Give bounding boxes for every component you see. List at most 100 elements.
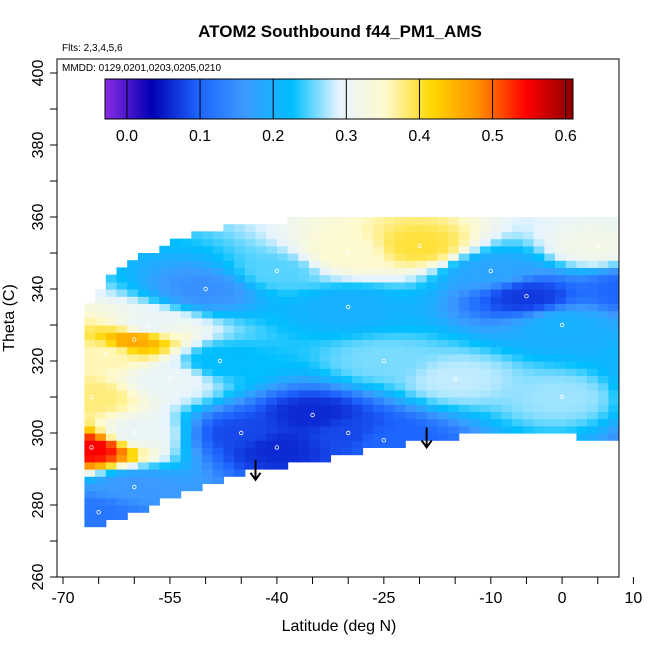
- heatmap-cell: [255, 310, 267, 319]
- heatmap-cell: [84, 346, 96, 355]
- heatmap-cell: [437, 325, 449, 333]
- heatmap-cell: [266, 440, 278, 448]
- heatmap-cell: [116, 281, 128, 290]
- heatmap-cell: [544, 389, 556, 398]
- heatmap-cell: [533, 368, 545, 376]
- heatmap-cell: [630, 383, 641, 391]
- heatmap-cell: [619, 231, 630, 239]
- heatmap-cell: [223, 289, 235, 297]
- heatmap-cell: [255, 433, 267, 441]
- heatmap-cell: [469, 310, 481, 319]
- heatmap-cell: [565, 325, 577, 333]
- heatmap-cell: [426, 310, 438, 319]
- heatmap-cell: [576, 389, 588, 398]
- heatmap-cell: [448, 325, 460, 333]
- heatmap-cell: [555, 332, 567, 340]
- heatmap-cell: [266, 281, 278, 290]
- heatmap-cell: [137, 267, 150, 276]
- heatmap-cell: [191, 454, 203, 463]
- heatmap-cell: [202, 454, 214, 463]
- heatmap-cell: [405, 267, 417, 276]
- heatmap-cell: [202, 397, 214, 405]
- heatmap-cell: [191, 397, 203, 405]
- heatmap-cell: [116, 274, 128, 283]
- heatmap-cell: [127, 267, 139, 276]
- heatmap-cell: [191, 281, 203, 290]
- heatmap-cell: [351, 332, 364, 340]
- heatmap-cell: [426, 231, 438, 240]
- heatmap-cell: [512, 418, 524, 427]
- heatmap-cell: [212, 353, 224, 362]
- heatmap-cell: [426, 425, 438, 434]
- heatmap-cell: [319, 411, 331, 420]
- heatmap-cell: [426, 296, 438, 304]
- heatmap-cell: [426, 332, 438, 340]
- heatmap-cell: [501, 332, 513, 340]
- heatmap-cell: [587, 238, 599, 247]
- heatmap-cell: [84, 404, 96, 412]
- heatmap-cell: [426, 368, 438, 376]
- heatmap-cell: [448, 238, 460, 247]
- heatmap-cell: [405, 303, 417, 312]
- heatmap-cell: [330, 289, 342, 297]
- heatmap-cell: [330, 440, 342, 448]
- heatmap-cell: [533, 397, 545, 405]
- y-tick-label: 360: [30, 204, 47, 231]
- heatmap-cell: [351, 217, 364, 225]
- heatmap-cell: [244, 461, 257, 470]
- heatmap-cell: [137, 310, 150, 319]
- heatmap-cell: [137, 382, 150, 391]
- heatmap-cell: [469, 389, 481, 398]
- heatmap-cell: [319, 454, 331, 463]
- heatmap-cell: [127, 411, 139, 420]
- heatmap-cell: [180, 339, 192, 348]
- heatmap-cell: [159, 267, 171, 276]
- heatmap-cell: [373, 260, 385, 268]
- heatmap-cell: [597, 346, 610, 355]
- heatmap-cell: [116, 303, 128, 312]
- heatmap-cell: [512, 274, 524, 283]
- heatmap-cell: [619, 426, 630, 434]
- heatmap-cell: [641, 368, 650, 376]
- heatmap-cell: [490, 310, 503, 319]
- heatmap-cell: [619, 246, 630, 254]
- heatmap-cell: [555, 382, 567, 391]
- heatmap-cell: [565, 397, 577, 405]
- heatmap-cell: [223, 454, 235, 463]
- heatmap-cell: [276, 238, 289, 247]
- heatmap-cell: [501, 353, 513, 362]
- heatmap-cell: [362, 425, 374, 434]
- heatmap-cell: [565, 231, 577, 240]
- heatmap-cell: [127, 339, 139, 348]
- heatmap-cell: [309, 296, 321, 304]
- heatmap-cell: [276, 231, 289, 240]
- heatmap-cell: [448, 289, 460, 297]
- heatmap-cell: [565, 353, 577, 362]
- heatmap-cell: [116, 433, 128, 441]
- heatmap-cell: [490, 253, 503, 261]
- heatmap-cell: [522, 245, 535, 254]
- heatmap-cell: [587, 289, 599, 297]
- heatmap-cell: [341, 447, 353, 456]
- heatmap-cell: [373, 361, 385, 369]
- sample-point: [274, 268, 280, 274]
- heatmap-cell: [223, 447, 235, 456]
- heatmap-cell: [522, 418, 535, 427]
- heatmap-cell: [522, 361, 535, 369]
- heatmap-cell: [544, 418, 556, 427]
- heatmap-cell: [148, 375, 160, 384]
- heatmap-cell: [180, 411, 192, 420]
- heatmap-cell: [223, 389, 235, 398]
- heatmap-cell: [405, 238, 417, 247]
- heatmap-cell: [576, 231, 588, 240]
- heatmap-cell: [266, 353, 278, 362]
- heatmap-cell: [597, 411, 610, 420]
- heatmap-cell: [351, 375, 364, 384]
- heatmap-cell: [180, 281, 192, 290]
- heatmap-cell: [608, 289, 619, 297]
- heatmap-cell: [169, 310, 182, 319]
- heatmap-cell: [362, 303, 374, 312]
- heatmap-cell: [255, 317, 267, 326]
- heatmap-cell: [608, 375, 619, 384]
- heatmap-cell: [180, 310, 192, 319]
